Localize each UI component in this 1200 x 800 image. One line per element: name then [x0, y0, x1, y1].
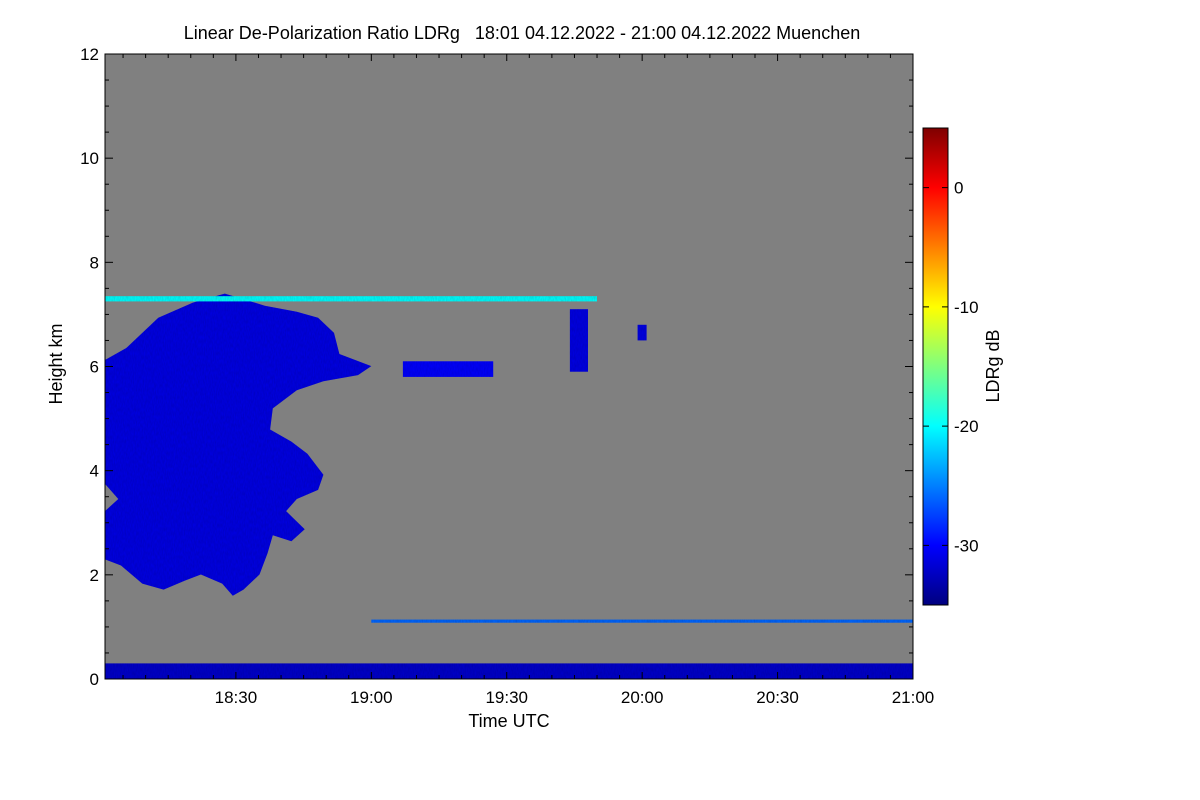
x-axis-label: Time UTC: [468, 711, 549, 731]
y-tick-label: 2: [90, 566, 99, 585]
feature-thin-layer: [371, 619, 913, 623]
colorbar-tick-label: -10: [954, 298, 979, 317]
x-tick-label: 20:00: [621, 688, 664, 707]
y-tick-label: 12: [80, 45, 99, 64]
feature-small-patch: [637, 324, 647, 341]
feature-near-ground-layer: [105, 663, 913, 679]
colorbar-ticks: 0 -10 -20 -30: [923, 179, 979, 555]
colorbar-tick-label: 0: [954, 179, 963, 198]
x-tick-label: 21:00: [892, 688, 935, 707]
colorbar-label: LDRg dB: [983, 329, 1003, 402]
feature-cloud-patch: [569, 309, 588, 372]
feature-main-depolarizing-cloud: [105, 293, 372, 596]
y-axis-ticks: 0 2 4 6 8 10 12: [80, 45, 913, 689]
y-tick-label: 0: [90, 670, 99, 689]
x-tick-label: 18:30: [215, 688, 258, 707]
x-tick-label: 19:30: [485, 688, 528, 707]
colorbar-tick-label: -30: [954, 536, 979, 555]
x-axis-ticks: 18:30 19:00 19:30 20:00 20:30 21:00: [122, 54, 935, 707]
y-axis-label: Height km: [46, 323, 66, 404]
colorbar-tick-label: -20: [954, 417, 979, 436]
feature-layer: [402, 361, 494, 377]
y-tick-label: 10: [80, 149, 99, 168]
y-tick-label: 4: [90, 462, 99, 481]
y-tick-label: 6: [90, 358, 99, 377]
x-tick-label: 20:30: [756, 688, 799, 707]
colorbar: [922, 127, 949, 606]
y-tick-label: 8: [90, 253, 99, 272]
chart-title: Linear De-Polarization Ratio LDRg 18:01 …: [184, 23, 860, 43]
feature-thin-layer: [105, 296, 597, 302]
data-features: [105, 293, 913, 679]
x-tick-label: 19:00: [350, 688, 393, 707]
